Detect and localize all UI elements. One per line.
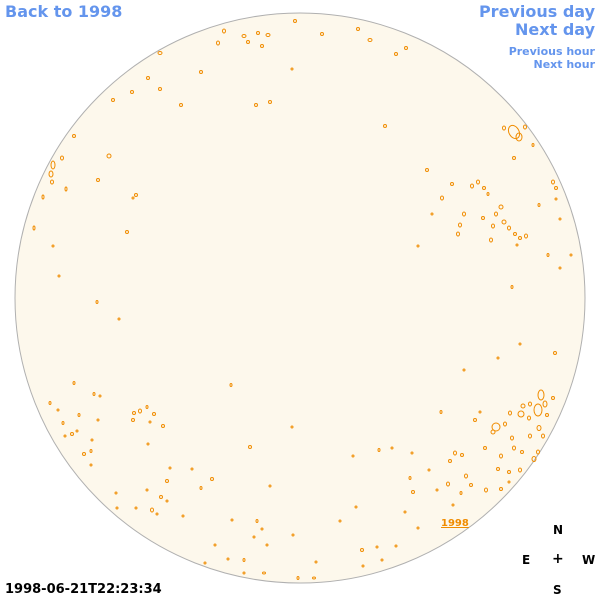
compass-west-label: W [582,553,596,567]
observation-timestamp: 1998-06-21T22:23:34 [5,582,162,597]
solar-disk [14,12,586,584]
back-to-year-link[interactable]: Back to 1998 [5,2,123,21]
magnetic-contours [32,19,573,580]
compass-center-mark: + [552,551,564,567]
previous-day-link[interactable]: Previous day [478,2,595,21]
previous-hour-link[interactable]: Previous hour [508,45,595,58]
compass-north-label: N [553,523,564,537]
next-hour-link[interactable]: Next hour [533,58,596,71]
next-day-link[interactable]: Next day [515,20,595,39]
compass-south-label: S [553,583,562,597]
year-label[interactable]: 1998 [441,518,469,529]
compass-east-label: E [522,553,531,567]
